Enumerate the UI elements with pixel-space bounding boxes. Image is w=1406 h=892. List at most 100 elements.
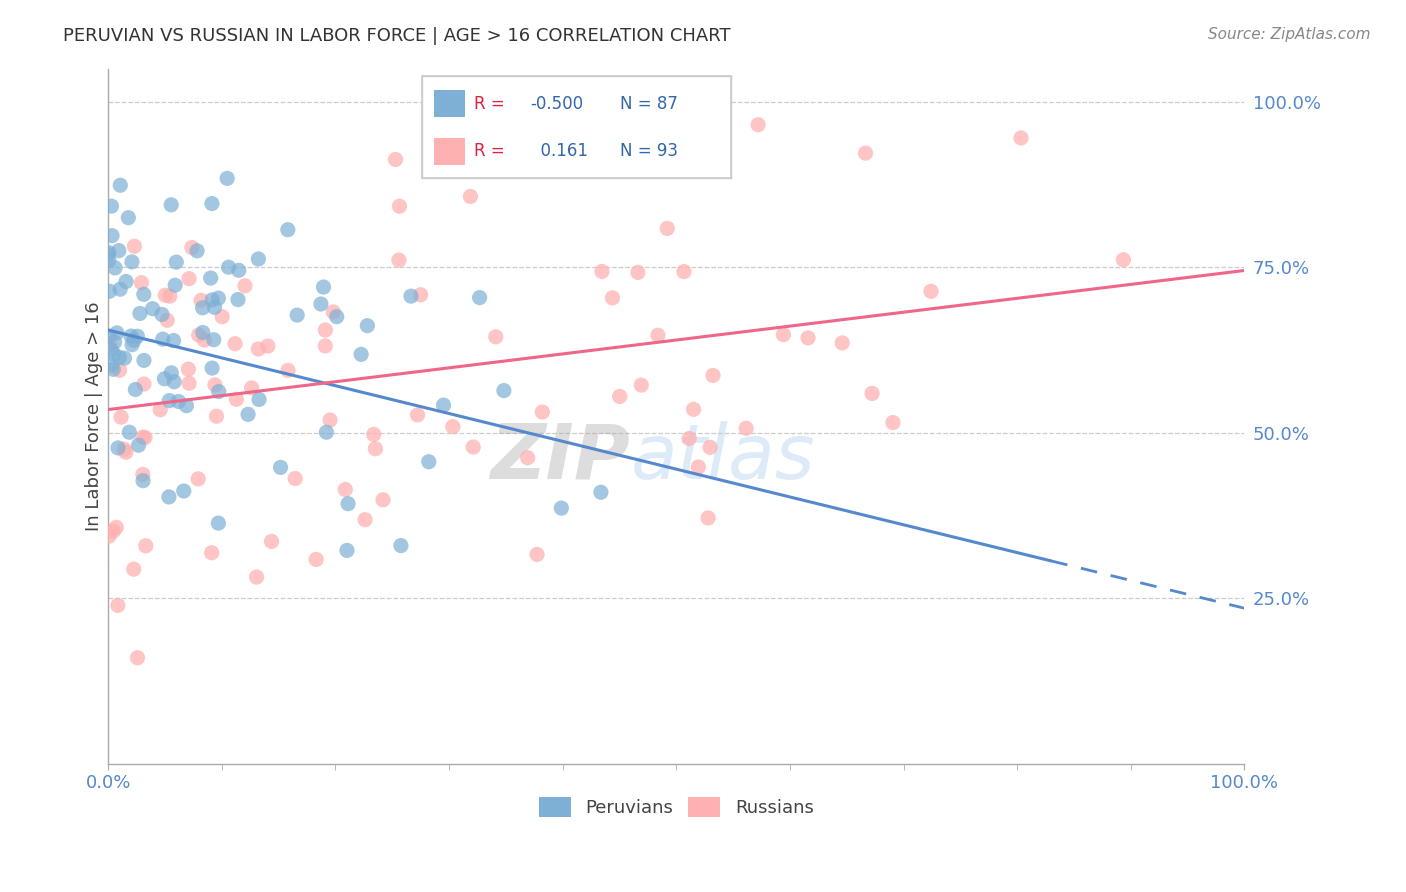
Text: R =: R =	[474, 95, 510, 112]
Point	[218, 260, 240, 275]
Point	[115, 445, 138, 459]
Point	[134, 431, 156, 445]
Point	[855, 146, 877, 161]
Point	[224, 336, 246, 351]
Point	[114, 351, 136, 365]
Point	[173, 483, 195, 498]
Point	[200, 271, 222, 285]
Point	[364, 442, 387, 456]
Point	[103, 347, 125, 361]
Point	[191, 301, 214, 315]
Point	[284, 471, 307, 485]
Point	[127, 329, 149, 343]
Point	[406, 408, 429, 422]
Point	[191, 326, 214, 340]
Point	[468, 291, 491, 305]
Point	[682, 402, 704, 417]
Point	[1010, 131, 1032, 145]
Point	[236, 408, 259, 422]
Point	[162, 334, 184, 348]
Point	[350, 347, 373, 361]
Point	[132, 353, 155, 368]
Bar	[434, 90, 465, 117]
Point	[160, 198, 183, 212]
Point	[120, 329, 142, 343]
Point	[228, 263, 250, 277]
Point	[180, 241, 202, 255]
Point	[315, 425, 337, 440]
Point	[920, 285, 942, 299]
Point	[797, 331, 820, 345]
Point	[314, 323, 336, 337]
Text: N = 87: N = 87	[620, 95, 678, 112]
Point	[187, 472, 209, 486]
Text: ZIP: ZIP	[491, 421, 631, 495]
Point	[1112, 252, 1135, 267]
Point	[117, 211, 139, 225]
Point	[463, 440, 485, 454]
Point	[591, 264, 613, 278]
Point	[305, 552, 328, 566]
Point	[163, 375, 186, 389]
Point	[354, 513, 377, 527]
Point	[516, 450, 538, 465]
Point	[159, 289, 181, 303]
Point	[157, 490, 180, 504]
Text: N = 93: N = 93	[620, 142, 678, 160]
Point	[285, 308, 308, 322]
Point	[201, 196, 224, 211]
Point	[247, 252, 270, 266]
Point	[627, 265, 650, 279]
Point	[550, 501, 572, 516]
Point	[98, 253, 121, 268]
Point	[104, 260, 127, 275]
Point	[105, 326, 128, 340]
Point	[156, 313, 179, 327]
Point	[277, 223, 299, 237]
Point	[492, 384, 515, 398]
Text: atlas: atlas	[631, 421, 815, 495]
Point	[121, 337, 143, 351]
Y-axis label: In Labor Force | Age > 16: In Labor Force | Age > 16	[86, 301, 103, 531]
Point	[98, 329, 121, 343]
Point	[460, 189, 482, 203]
Point	[110, 410, 132, 425]
Point	[97, 248, 120, 262]
Point	[399, 289, 422, 303]
Point	[149, 402, 172, 417]
Point	[107, 599, 129, 613]
Point	[322, 305, 344, 319]
Point	[336, 543, 359, 558]
Point	[121, 255, 143, 269]
Point	[176, 399, 198, 413]
Point	[441, 419, 464, 434]
Point	[122, 562, 145, 576]
Text: -0.500: -0.500	[530, 95, 583, 112]
Point	[177, 362, 200, 376]
Point	[135, 539, 157, 553]
Point	[371, 492, 394, 507]
Point	[526, 548, 548, 562]
Point	[208, 384, 231, 399]
Point	[672, 264, 695, 278]
Point	[202, 333, 225, 347]
Point	[186, 244, 208, 258]
Point	[103, 335, 125, 350]
Point	[688, 460, 710, 475]
Point	[388, 253, 411, 268]
Point	[432, 398, 454, 412]
Point	[335, 483, 357, 497]
Point	[187, 328, 209, 343]
Point	[747, 118, 769, 132]
Point	[630, 378, 652, 392]
Point	[356, 318, 378, 333]
Text: R =: R =	[474, 142, 510, 160]
Point	[103, 362, 125, 376]
Point	[132, 474, 155, 488]
Point	[256, 339, 278, 353]
Point	[97, 529, 120, 543]
Point	[325, 310, 347, 324]
Point	[662, 95, 685, 109]
Point	[107, 441, 129, 455]
Point	[312, 280, 335, 294]
